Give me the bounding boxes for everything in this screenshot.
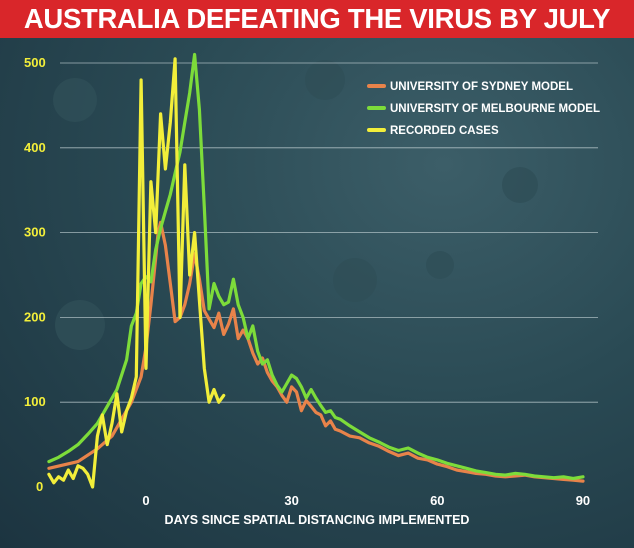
virus-particle-icon — [333, 258, 377, 302]
series-layer — [47, 52, 585, 489]
y-tick-label: 400 — [24, 140, 46, 155]
y-tick-label: 0 — [36, 479, 43, 494]
virus-particle-icon — [53, 78, 97, 122]
legend-label-melbourne: UNIVERSITY OF MELBOURNE MODEL — [390, 103, 600, 115]
title-bar: AUSTRALIA DEFEATING THE VIRUS BY JULY — [0, 0, 634, 38]
x-axis-ticks: 0 30 60 90 — [142, 493, 590, 508]
x-axis-label: DAYS SINCE SPATIAL DISTANCING IMPLEMENTE… — [165, 513, 470, 527]
virus-particle-icon — [305, 60, 345, 100]
y-axis-ticks: 0 100 200 300 400 500 — [24, 55, 46, 494]
chart-title: AUSTRALIA DEFEATING THE VIRUS BY JULY — [23, 3, 611, 34]
y-tick-label: 100 — [24, 394, 46, 409]
y-tick-label: 500 — [24, 55, 46, 70]
legend-label-sydney: UNIVERSITY OF SYDNEY MODEL — [390, 81, 573, 93]
virus-particle-icon — [502, 167, 538, 203]
y-tick-label: 300 — [24, 225, 46, 240]
series-line-recorded — [47, 57, 226, 489]
x-tick-label: 60 — [430, 493, 444, 508]
y-tick-label: 200 — [24, 309, 46, 324]
legend: UNIVERSITY OF SYDNEY MODEL UNIVERSITY OF… — [367, 81, 600, 137]
x-tick-label: 30 — [284, 493, 298, 508]
virus-background-decoration — [53, 60, 538, 350]
x-tick-label: 90 — [576, 493, 590, 508]
x-tick-label: 0 — [142, 493, 149, 508]
series-line-sydney — [47, 220, 585, 483]
legend-label-recorded: RECORDED CASES — [390, 125, 499, 137]
series-line-melbourne — [47, 52, 585, 481]
virus-particle-icon — [426, 251, 454, 279]
virus-particle-icon — [55, 300, 105, 350]
